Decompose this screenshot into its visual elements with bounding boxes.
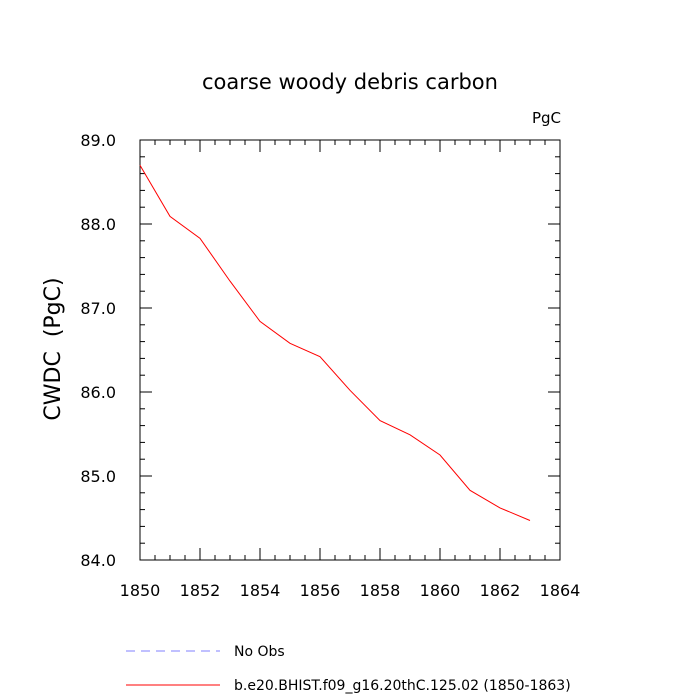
legend-label-no-obs: No Obs <box>234 644 285 660</box>
legend-label-model: b.e20.BHIST.f09_g16.20thC.125.02 (1850-1… <box>234 678 571 694</box>
x-axis-ticks: 1850 1852 1854 1856 1858 1860 1862 1864 <box>120 140 581 600</box>
y-tick-label: 84.0 <box>80 551 116 570</box>
x-tick-label: 1856 <box>300 581 341 600</box>
y-axis-ticks: 84.0 85.0 86.0 87.0 88.0 89.0 <box>80 131 560 570</box>
x-tick-label: 1860 <box>420 581 461 600</box>
y-tick-label: 88.0 <box>80 215 116 234</box>
y-tick-label: 87.0 <box>80 299 116 318</box>
x-tick-label: 1864 <box>540 581 581 600</box>
x-tick-label: 1852 <box>180 581 221 600</box>
chart-title: coarse woody debris carbon <box>202 70 498 94</box>
x-tick-label: 1858 <box>360 581 401 600</box>
y-axis-label: CWDC (PgC) <box>41 277 66 420</box>
units-label: PgC <box>532 109 561 127</box>
legend: No Obs b.e20.BHIST.f09_g16.20thC.125.02 … <box>126 644 571 694</box>
x-tick-label: 1850 <box>120 581 161 600</box>
y-tick-label: 86.0 <box>80 383 116 402</box>
x-tick-label: 1862 <box>480 581 521 600</box>
x-tick-label: 1854 <box>240 581 281 600</box>
y-tick-label: 89.0 <box>80 131 116 150</box>
y-tick-label: 85.0 <box>80 467 116 486</box>
series-layer <box>139 164 531 521</box>
series-line-0 <box>139 164 531 521</box>
plot-frame <box>139 139 561 561</box>
